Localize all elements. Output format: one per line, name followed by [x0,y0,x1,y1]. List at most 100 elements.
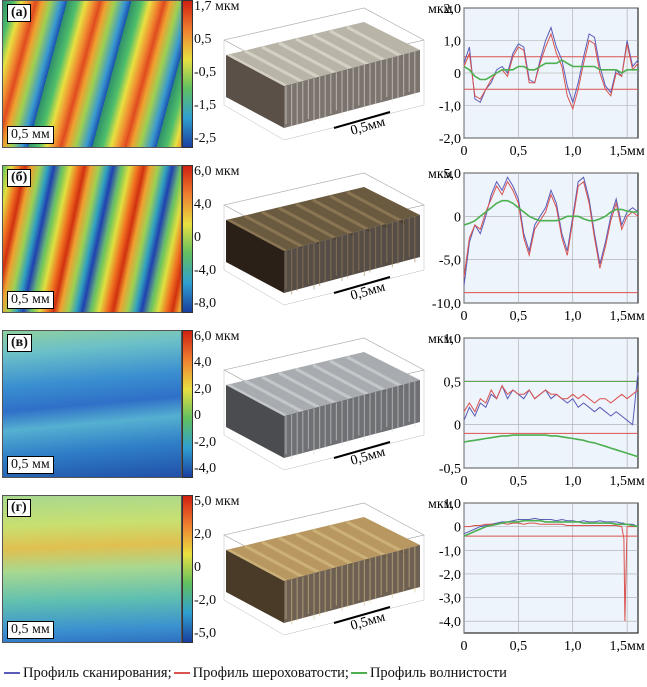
y-tick-label: 5,0 [444,167,462,182]
profile-chart: 2,0 1,0 0 -1,0 -2,0 мкм 0 0,5 1,0 1,5мм [428,2,645,159]
colorbar-tick-label: 6,0 мкм [194,164,240,179]
surface-3d-view: 0,5мм [223,502,425,636]
surface-ridge [227,548,287,583]
panel-row-1: (а) 0,5 мм 1,7 мкм 0,5 -0,5 -1,5 -2,5 0,5мм 2,0 1… [0,0,647,165]
surface-side-left [226,385,284,458]
map-scale-label: 0,5 мм [7,621,54,639]
scale-label-3d: 0,5мм [349,280,387,304]
roughness-profile-line [463,384,639,413]
surface-ridge [312,198,372,233]
x-tick-label: 0 [461,639,468,654]
x-tick-label: 0 [461,474,468,489]
surface-ridge [227,383,287,418]
surface-3d-view: 0,5мм [223,172,425,306]
surface-ridge [278,371,338,406]
colorbar-tick-label: 6,0 мкм [194,329,240,344]
map-scale-label: 0,5 мм [7,126,54,144]
colorbar [182,0,193,148]
height-map-image: (в) 0,5 мм [2,330,182,478]
box-outline [223,172,425,306]
height-map-image: (а) 0,5 мм [2,0,182,148]
surface-ridge [329,359,389,394]
scan-profile-line [463,372,639,426]
surface-ridge [346,355,406,390]
map-scale-label: 0,5 мм [7,456,54,474]
surface-ridge [261,375,321,410]
x-tick-label: 0,5 [510,309,528,324]
scale-bar-3d [333,441,391,459]
legend-label-waviness: Профиль волнистости [369,664,507,681]
surface-3d-view: 0,5мм [223,337,425,471]
y-tick-label: 0 [454,419,461,434]
y-tick-label: -5,0 [439,254,461,269]
y-tick-label: -0,5 [439,462,461,477]
colorbar-tick-label: -2,0 [194,434,217,450]
x-tick-label: 1,5мм [610,639,645,654]
legend-label-scan: Профиль сканирования; [23,664,172,681]
surface-ridge [295,532,355,567]
colorbar-tick-label: -4,0 [194,461,217,476]
colorbar-tick-label: 0 [194,230,201,245]
y-tick-label: -1,0 [439,544,461,559]
surface-ridge [278,536,338,571]
panel-row-3: (в) 0,5 мм 6,0 мкм 4,0 2,0 0 -2,0 -4,0 0,5мм 1,0 0… [0,330,647,495]
surface-ridge [244,49,304,84]
y-tick-label: 1,0 [444,35,462,50]
colorbar-tick-label: 2,0 [194,527,212,542]
surface-ridge [261,540,321,575]
panel-row-4: (г) 0,5 мм 5,0 мкм 2,0 0 -2,0 -5,0 0,5мм 1,0 0 -1,… [0,495,647,660]
surface-side-right [284,50,420,128]
x-tick-label: 0 [461,144,468,159]
scale-label-3d: 0,5мм [349,610,387,634]
profile-chart: 5,0 0 -5,0 -10,0 мкм 0 0,5 1,0 1,5мм [428,167,645,324]
surface-ridge [312,33,372,68]
surface-ridge [346,190,406,225]
panel-label: (б) [7,169,32,187]
x-tick-label: 0,5 [510,474,528,489]
colorbar-tick-label: 0,5 [194,32,212,47]
surface-ridge [312,528,372,563]
legend-item-waviness: Профиль волнистости [349,665,507,682]
surface-ridge [312,363,372,398]
surface-ridge [278,206,338,241]
surface-side-left [226,550,284,623]
legend-swatch-roughness [173,672,190,674]
y-tick-label: 0 [454,67,461,82]
y-tick-label: 2,0 [444,2,462,17]
x-tick-label: 1,0 [564,309,582,324]
roughness-profile-line [463,32,639,111]
surface-side-left [226,220,284,293]
surface-ridge [244,214,304,249]
y-tick-label: 0 [454,521,461,536]
y-tick-label: -4,0 [439,615,461,630]
colorbar-tick-label: -8,0 [194,296,217,311]
surface-side-right [284,545,420,623]
waviness-profile-line [463,434,639,458]
panel-label: (в) [7,334,32,352]
surface-ridge [278,41,338,76]
surface-ridge [227,53,287,88]
y-tick-label: -2,0 [439,132,461,147]
y-tick-label: -3,0 [439,592,461,607]
legend-label-roughness: Профиль шероховатости; [192,664,349,681]
surface-ridge [346,25,406,60]
waviness-profile-line [463,59,638,81]
height-map-image: (б) 0,5 мм [2,165,182,313]
legend-item-scan: Профиль сканирования; [2,665,172,682]
colorbar-tick-label: -2,0 [194,593,217,608]
legend-item-roughness: Профиль шероховатости; [172,665,349,682]
colorbar-tick-label: -4,0 [194,263,217,278]
y-axis-label: мкм [428,497,453,512]
x-tick-label: 1,5мм [610,144,645,159]
x-tick-label: 1,5мм [610,309,645,324]
legend-swatch-waviness [350,672,367,674]
x-tick-label: 1,0 [564,639,582,654]
surface-ridge [329,194,389,229]
panel-label: (а) [7,4,32,22]
colorbar [182,165,193,313]
surface-ridge [295,202,355,237]
scale-bar-3d [333,111,391,129]
colorbar [182,330,193,478]
